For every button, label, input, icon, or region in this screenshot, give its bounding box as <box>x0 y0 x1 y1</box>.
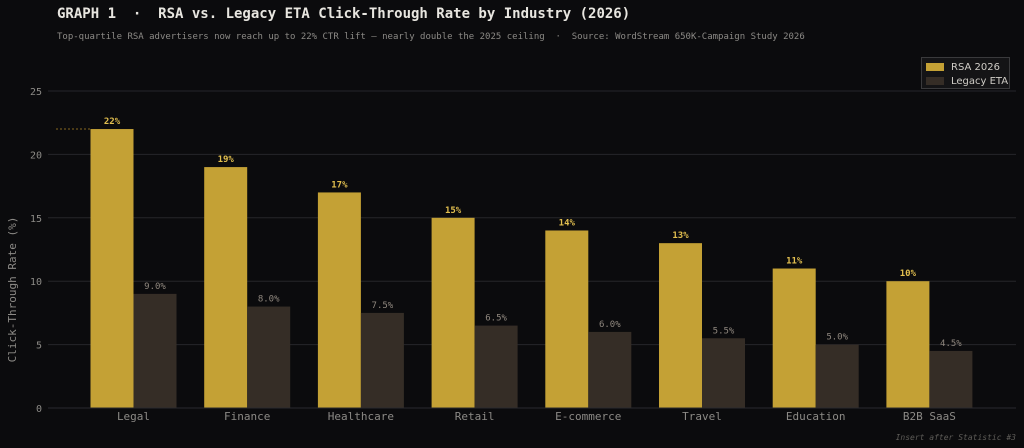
data-label-rsa: 19% <box>218 155 235 165</box>
x-tick-label: Healthcare <box>328 410 394 423</box>
data-label-eta: 4.5% <box>940 339 962 349</box>
bar-rsa <box>886 281 930 408</box>
legend-item-eta: Legacy ETA <box>926 75 1008 87</box>
bar-rsa <box>772 268 816 408</box>
x-tick-label: Education <box>786 410 846 423</box>
bar-eta <box>815 344 859 408</box>
bar-eta <box>133 293 177 408</box>
data-label-rsa: 13% <box>672 231 689 241</box>
legend-item-rsa: RSA 2026 <box>926 61 1000 73</box>
bar-rsa <box>317 192 361 408</box>
data-label-eta: 6.0% <box>599 320 621 330</box>
data-label-eta: 9.0% <box>144 282 166 292</box>
x-tick-label: B2B SaaS <box>903 410 956 423</box>
data-label-eta: 5.5% <box>713 326 735 336</box>
x-tick-label: Travel <box>682 410 722 423</box>
bar-rsa <box>204 167 248 408</box>
legend-swatch-eta <box>926 77 944 85</box>
x-tick-label: Legal <box>117 410 150 423</box>
data-label-rsa: 11% <box>786 257 803 267</box>
bar-eta <box>474 325 518 408</box>
data-label-rsa: 10% <box>900 269 917 279</box>
data-label-rsa: 17% <box>331 180 348 190</box>
bar-eta <box>247 306 291 408</box>
y-tick-label: 5 <box>36 341 42 352</box>
data-label-eta: 8.0% <box>258 295 280 305</box>
y-tick-label: 20 <box>30 150 42 161</box>
x-tick-label: Retail <box>455 410 495 423</box>
chart-title: GRAPH 1 · RSA vs. Legacy ETA Click-Throu… <box>57 6 631 22</box>
data-label-eta: 6.5% <box>485 314 507 324</box>
bar-eta <box>360 312 404 408</box>
bar-rsa <box>431 217 475 408</box>
chart-legend: RSA 2026 Legacy ETA <box>921 57 1010 89</box>
data-label-eta: 5.0% <box>826 333 848 343</box>
y-axis-label: Click-Through Rate (%) <box>6 217 19 363</box>
data-label-rsa: 14% <box>559 218 576 228</box>
y-tick-label: 0 <box>36 404 42 415</box>
data-label-rsa: 15% <box>445 206 462 216</box>
legend-swatch-rsa <box>926 63 944 71</box>
bar-rsa <box>545 230 589 408</box>
bar-eta <box>588 331 632 408</box>
bar-eta <box>929 350 973 408</box>
data-label-eta: 7.5% <box>372 301 394 311</box>
y-tick-label: 10 <box>30 277 42 288</box>
x-tick-label: E-commerce <box>555 410 621 423</box>
bar-rsa <box>90 129 134 409</box>
chart-subtitle: Top-quartile RSA advertisers now reach u… <box>57 32 805 42</box>
legend-label-rsa: RSA 2026 <box>951 61 1000 73</box>
footer-note: Insert after Statistic #3 <box>895 433 1016 442</box>
y-tick-label: 15 <box>30 214 42 225</box>
bar-rsa <box>659 243 702 408</box>
y-tick-label: 25 <box>30 87 42 98</box>
data-label-rsa: 22% <box>104 117 121 127</box>
x-tick-label: Finance <box>224 410 270 423</box>
bar-eta <box>702 338 745 408</box>
legend-label-eta: Legacy ETA <box>951 75 1009 87</box>
